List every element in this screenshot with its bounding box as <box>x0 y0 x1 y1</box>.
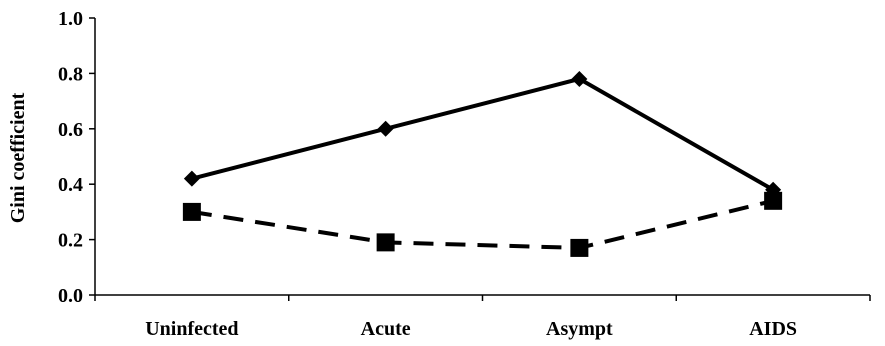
series-1-line <box>191 76 775 192</box>
y-tick-label: 0.4 <box>58 174 83 196</box>
y-tick-label: 1.0 <box>58 8 83 30</box>
y-axis: 0.0 0.2 0.4 0.6 0.8 1.0 <box>58 8 96 307</box>
x-tick-label: Acute <box>361 318 411 340</box>
x-tick-label: AIDS <box>749 318 797 340</box>
y-tick-label: 0.6 <box>58 119 83 141</box>
series-1-point <box>183 170 200 187</box>
y-axis-title: Gini coefficient <box>7 92 29 223</box>
series-2-point <box>376 233 395 252</box>
x-axis: Uninfected Acute Asympt AIDS <box>94 294 871 340</box>
series-2-point <box>182 202 201 221</box>
x-tick-label: Uninfected <box>145 318 238 340</box>
series-1-point <box>571 70 588 87</box>
y-tick-label: 0.0 <box>58 285 83 307</box>
y-tick-label: 0.8 <box>58 63 83 85</box>
series-2-line <box>191 198 774 250</box>
series-1-point <box>377 120 394 137</box>
plot-area <box>182 70 783 257</box>
y-tick-label: 0.2 <box>58 230 83 252</box>
series-2-point <box>764 191 783 210</box>
series-2-point <box>570 238 589 257</box>
x-tick-label: Asympt <box>546 318 613 340</box>
